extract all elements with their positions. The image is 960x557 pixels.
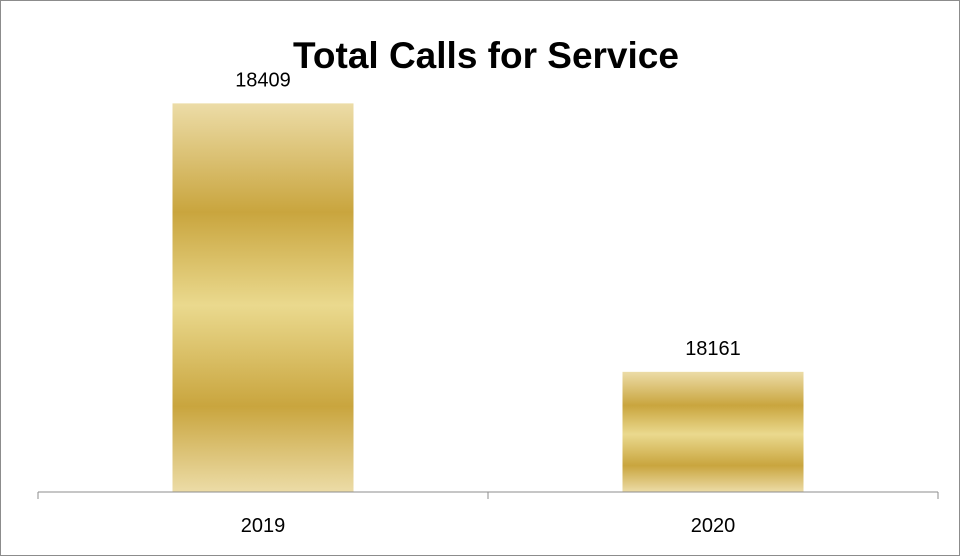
x-axis bbox=[37, 491, 939, 499]
chart-title: Total Calls for Service bbox=[293, 35, 679, 76]
bar-2019 bbox=[172, 103, 354, 492]
labels-group: 18409 2019 18161 2020 bbox=[235, 69, 741, 537]
bar-2020 bbox=[622, 371, 804, 492]
tick-label-2019: 2019 bbox=[241, 515, 286, 537]
tick-label-2020: 2020 bbox=[691, 515, 736, 537]
bars-group bbox=[172, 103, 804, 492]
data-label-2020: 18161 bbox=[685, 338, 741, 360]
data-label-2019: 18409 bbox=[235, 69, 291, 91]
